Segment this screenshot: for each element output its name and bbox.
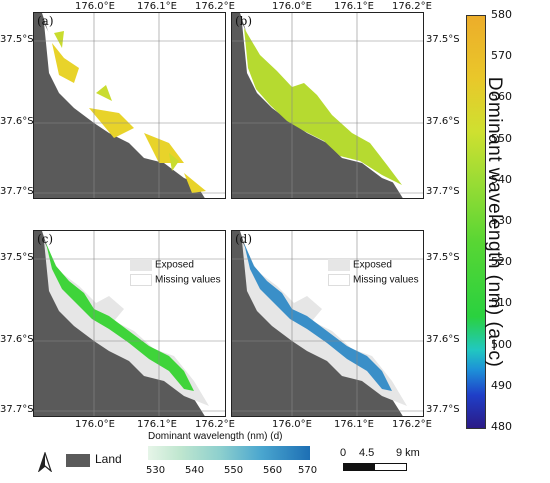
colorbar-tick-490: 490 [491,378,512,392]
exposed-swatch [130,259,152,271]
tidal-flats [52,43,206,193]
colorbar-title: Dominant wavelength (nm) (a–c) [484,76,505,368]
exposed-label: Exposed [155,259,194,271]
lon-tick-top-b-2: 176.1°E [334,1,374,12]
lat-tick-right-d-3: 37.7°S [426,404,460,415]
missing-swatch [130,274,152,286]
lon-tick-top-a-1: 176.0°E [75,1,115,12]
map-panel-b: (b) [231,12,424,199]
colorbar-d [148,446,310,460]
panel-label-b: (b) [235,14,253,28]
lat-tick-right-b-1: 37.5°S [426,34,460,45]
lat-tick-right-b-3: 37.7°S [426,186,460,197]
lon-tick-top-a-2: 176.1°E [137,1,177,12]
colorbar-tick-510: 510 [491,296,512,310]
lon-tick-bottom-c-1: 176.0°E [75,419,115,430]
lat-tick-left-c-2: 37.6°S [0,334,34,345]
colorbar-d-tick-540: 540 [185,465,205,476]
land-legend-label: Land [95,452,122,466]
colorbar-d-title: Dominant wavelength (nm) (d) [148,431,283,442]
lat-tick-left-a-1: 37.5°S [0,34,34,45]
map-panel-c: (c) Exposed Missing values [33,230,226,417]
lon-tick-top-b-1: 176.0°E [272,1,312,12]
colorbar-tick-580: 580 [491,8,512,21]
scale-bar-white [375,464,406,470]
colorbar-a-c [466,15,486,429]
missing-label: Missing values [155,274,221,286]
lat-tick-right-b-2: 37.6°S [426,116,460,127]
colorbar-d-tick-560: 560 [263,465,283,476]
exposed-label: Exposed [353,259,392,271]
colorbar-tick-530: 530 [491,214,512,227]
map-b-canvas [232,13,423,198]
lat-tick-left-c-3: 37.7°S [0,404,34,415]
north-arrow-icon [38,452,52,472]
lon-tick-bottom-d-3: 176.2°E [392,419,432,430]
panel-label-c: (c) [37,232,54,246]
lon-tick-bottom-c-2: 176.1°E [137,419,177,430]
lon-tick-bottom-c-3: 176.2°E [195,419,235,430]
scale-bar [343,463,407,471]
scale-label-mid: 4.5 [359,447,375,459]
lon-tick-bottom-d-2: 176.1°E [334,419,374,430]
scale-label-end: 9 km [396,447,420,459]
lon-tick-bottom-d-1: 176.0°E [272,419,312,430]
panel-label-a: (a) [37,14,54,28]
scale-bar-black [344,464,375,470]
missing-label: Missing values [353,274,419,286]
colorbar-tick-550: 550 [491,131,512,145]
exposed-swatch [328,259,350,271]
channel-colour [244,243,392,391]
lat-tick-right-d-1: 37.5°S [426,252,460,263]
inset-legend-d: Exposed Missing values [328,259,419,286]
colorbar-d-tick-550: 550 [224,465,244,476]
map-panel-d: (d) Exposed Missing values [231,230,424,417]
lat-tick-left-a-3: 37.7°S [0,186,34,197]
channel-colour [46,243,194,391]
scale-label-0: 0 [340,447,347,459]
colorbar-tick-560: 560 [491,90,512,104]
map-c-canvas [34,231,225,416]
map-panel-a: (a) [33,12,226,199]
colorbar-tick-500: 500 [491,337,512,351]
colorbar-tick-540: 540 [491,172,512,186]
lat-tick-left-c-1: 37.5°S [0,252,34,263]
lat-tick-left-a-2: 37.6°S [0,116,34,127]
panel-label-d: (d) [235,232,253,246]
colorbar-tick-480: 480 [491,420,512,433]
inset-legend-c: Exposed Missing values [130,259,221,286]
colorbar-tick-520: 520 [491,255,512,269]
missing-swatch [328,274,350,286]
map-a-canvas [34,13,225,198]
colorbar-d-tick-530: 530 [146,465,166,476]
lat-tick-right-d-2: 37.6°S [426,334,460,345]
colorbar-tick-570: 570 [491,49,512,63]
water-colour [244,28,402,185]
colorbar-d-tick-570: 570 [298,465,318,476]
lon-tick-top-a-3: 176.2°E [195,1,235,12]
land-legend-swatch [66,454,90,467]
lon-tick-top-b-3: 176.2°E [392,1,432,12]
